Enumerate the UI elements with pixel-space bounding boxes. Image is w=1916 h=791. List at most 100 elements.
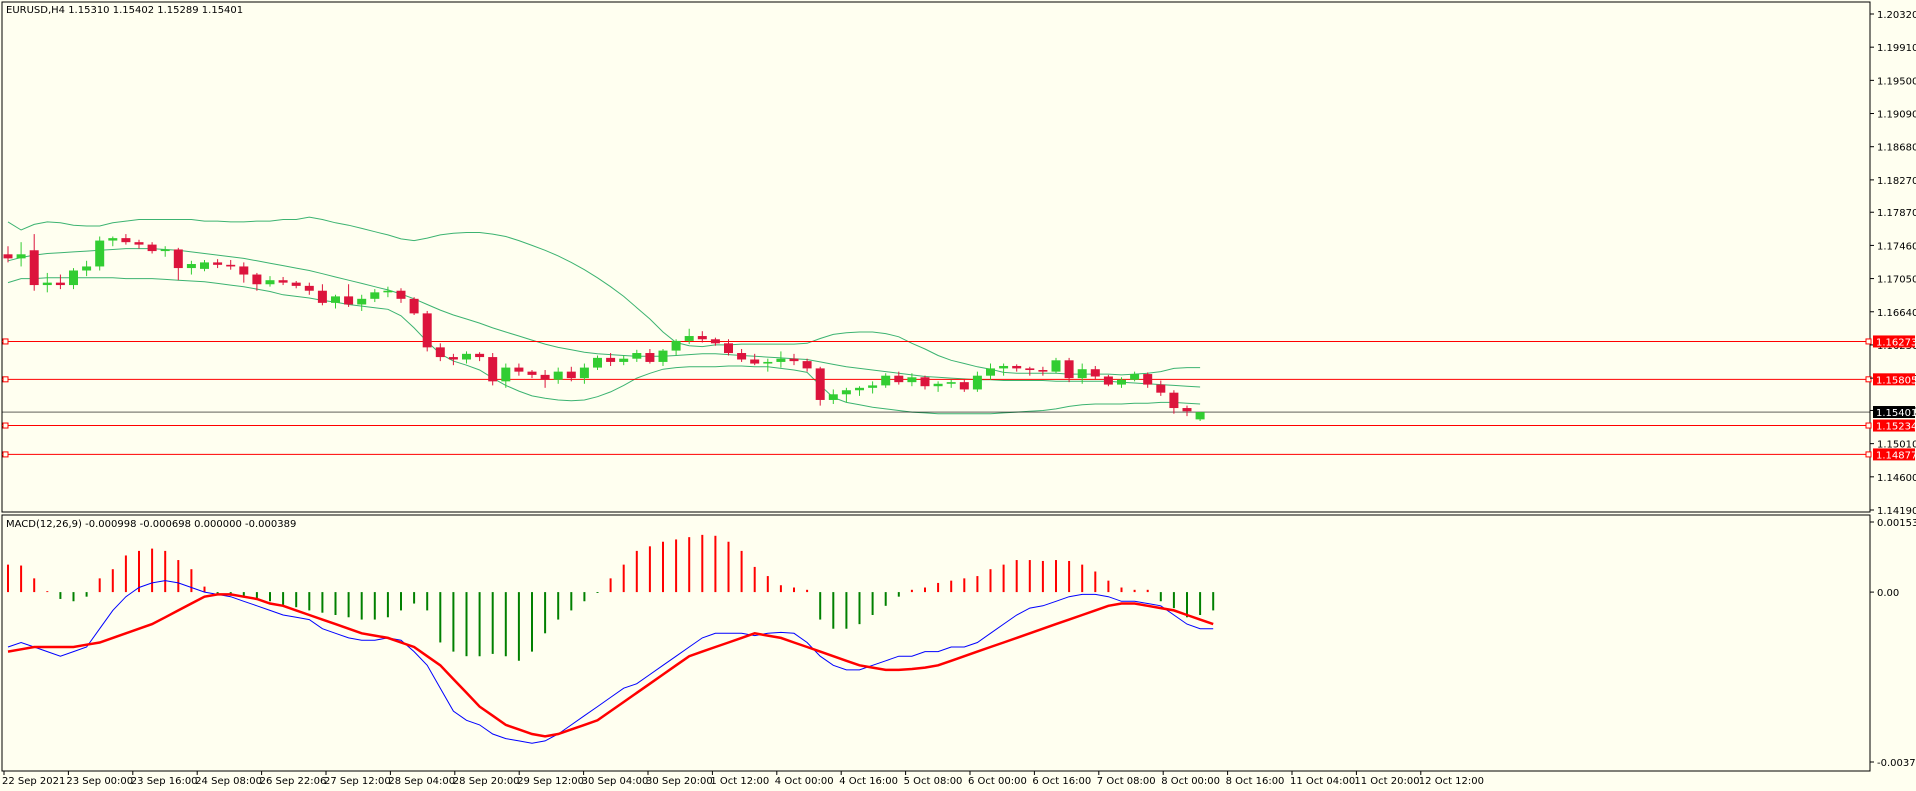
candle-body xyxy=(684,336,694,341)
macd-axis: 0.001531 0.00 -0.003711 xyxy=(1870,518,1916,769)
candle-body xyxy=(632,353,642,359)
time-tick-label: 22 Sep 2021 xyxy=(2,776,65,787)
candle-body xyxy=(488,357,498,382)
macd-tick-label: 0.001531 xyxy=(1877,518,1916,529)
macd-lines xyxy=(7,580,1214,744)
candle-body xyxy=(331,296,340,303)
candle-body xyxy=(1090,369,1100,377)
macd-pane-frame xyxy=(1,514,1871,772)
candle-body xyxy=(160,249,170,252)
candle-body xyxy=(1103,376,1113,385)
band-lower-line xyxy=(7,277,1201,415)
candle-body xyxy=(501,367,511,382)
candle-body xyxy=(317,290,327,303)
last-price-label: 1.15401 xyxy=(1876,408,1916,419)
candle-body xyxy=(710,339,720,344)
hline-handle xyxy=(2,338,9,345)
candle-body xyxy=(82,266,92,271)
hline-price-label: 1.14877 xyxy=(1876,450,1916,461)
band-middle-line xyxy=(7,248,1201,388)
hline-price-tag xyxy=(1873,419,1915,432)
price-tick-label: 1.17050 xyxy=(1877,275,1916,286)
time-tick-label: 4 Oct 16:00 xyxy=(839,776,898,787)
candle-body xyxy=(3,254,13,259)
candle-body xyxy=(933,383,943,387)
candle-body xyxy=(619,358,629,362)
candle-body xyxy=(1130,374,1140,380)
price-tick-label: 1.17870 xyxy=(1877,208,1916,219)
time-tick-label: 1 Oct 12:00 xyxy=(710,776,769,787)
candle-body xyxy=(448,357,458,360)
candle-body xyxy=(186,264,196,269)
hline-handle xyxy=(2,376,9,383)
candle-body xyxy=(1012,365,1022,369)
candle-body xyxy=(1195,412,1205,420)
candle-body xyxy=(16,254,26,259)
candles xyxy=(3,234,1205,421)
candle-body xyxy=(108,238,118,241)
candle-body xyxy=(579,367,589,379)
candle-body xyxy=(697,336,707,340)
candle-body xyxy=(1143,374,1153,385)
time-tick-label: 29 Sep 12:00 xyxy=(517,776,584,787)
candle-body xyxy=(763,361,773,364)
time-tick-label: 12 Oct 12:00 xyxy=(1419,776,1484,787)
time-tick-label: 28 Sep 04:00 xyxy=(388,776,455,787)
candle-body xyxy=(69,270,78,286)
candle-body xyxy=(855,387,864,391)
hline-price-label: 1.16273 xyxy=(1876,337,1916,348)
hline-handle xyxy=(1865,376,1872,383)
candle-body xyxy=(566,371,576,379)
hline-price-tag xyxy=(1873,335,1915,348)
candle-body xyxy=(606,357,616,362)
candle-body xyxy=(462,353,471,360)
hline-price-label: 1.15805 xyxy=(1876,375,1916,386)
candle-body xyxy=(671,340,681,351)
candle-body xyxy=(972,375,982,390)
candle-body xyxy=(1064,360,1074,379)
price-tick-label: 1.18270 xyxy=(1877,176,1916,187)
time-tick-label: 4 Oct 00:00 xyxy=(775,776,834,787)
macd-title: MACD(12,26,9) -0.000998 -0.000698 0.0000… xyxy=(6,519,296,530)
candle-body xyxy=(173,249,183,269)
hline-handle xyxy=(2,422,9,429)
price-labels: 1.16273 1.15805 1.15234 1.14877 1.15401 xyxy=(1873,335,1916,461)
candle-body xyxy=(868,385,878,388)
candle-body xyxy=(645,353,655,362)
candle-body xyxy=(134,242,144,245)
candle-body xyxy=(422,313,432,348)
candle-body xyxy=(147,244,157,252)
time-tick-label: 27 Sep 12:00 xyxy=(324,776,391,787)
hline-price-tag xyxy=(1873,448,1915,461)
time-tick-label: 30 Sep 20:00 xyxy=(646,776,713,787)
time-tick-label: 26 Sep 22:06 xyxy=(260,776,327,787)
price-tick-label: 1.19910 xyxy=(1877,43,1916,54)
macd-main-line xyxy=(7,580,1214,744)
price-tick-label: 1.19090 xyxy=(1877,110,1916,121)
candle-body xyxy=(396,290,406,299)
candle-body xyxy=(1117,379,1126,385)
candle-body xyxy=(724,343,733,354)
time-tick-label: 6 Oct 16:00 xyxy=(1032,776,1091,787)
candle-body xyxy=(750,359,760,364)
price-tick-label: 1.17460 xyxy=(1877,241,1916,252)
candle-body xyxy=(121,238,131,243)
price-tick-label: 1.20320 xyxy=(1877,10,1916,21)
candle-body xyxy=(946,382,956,384)
time-tick-label: 6 Oct 00:00 xyxy=(968,776,1027,787)
hline-handle xyxy=(1865,451,1872,458)
candle-body xyxy=(959,382,969,390)
candle-body xyxy=(475,353,485,358)
candle-body xyxy=(527,371,537,375)
time-tick-label: 24 Sep 08:00 xyxy=(195,776,262,787)
candle-body xyxy=(789,358,799,362)
candle-body xyxy=(1169,392,1179,409)
candle-body xyxy=(409,298,419,314)
candle-body xyxy=(1077,369,1087,379)
candle-body xyxy=(291,282,301,286)
candle-body xyxy=(841,390,851,395)
bollinger-bands xyxy=(7,216,1201,415)
candle-body xyxy=(55,282,65,286)
chart-title: EURUSD,H4 1.15310 1.15402 1.15289 1.1540… xyxy=(6,5,243,16)
